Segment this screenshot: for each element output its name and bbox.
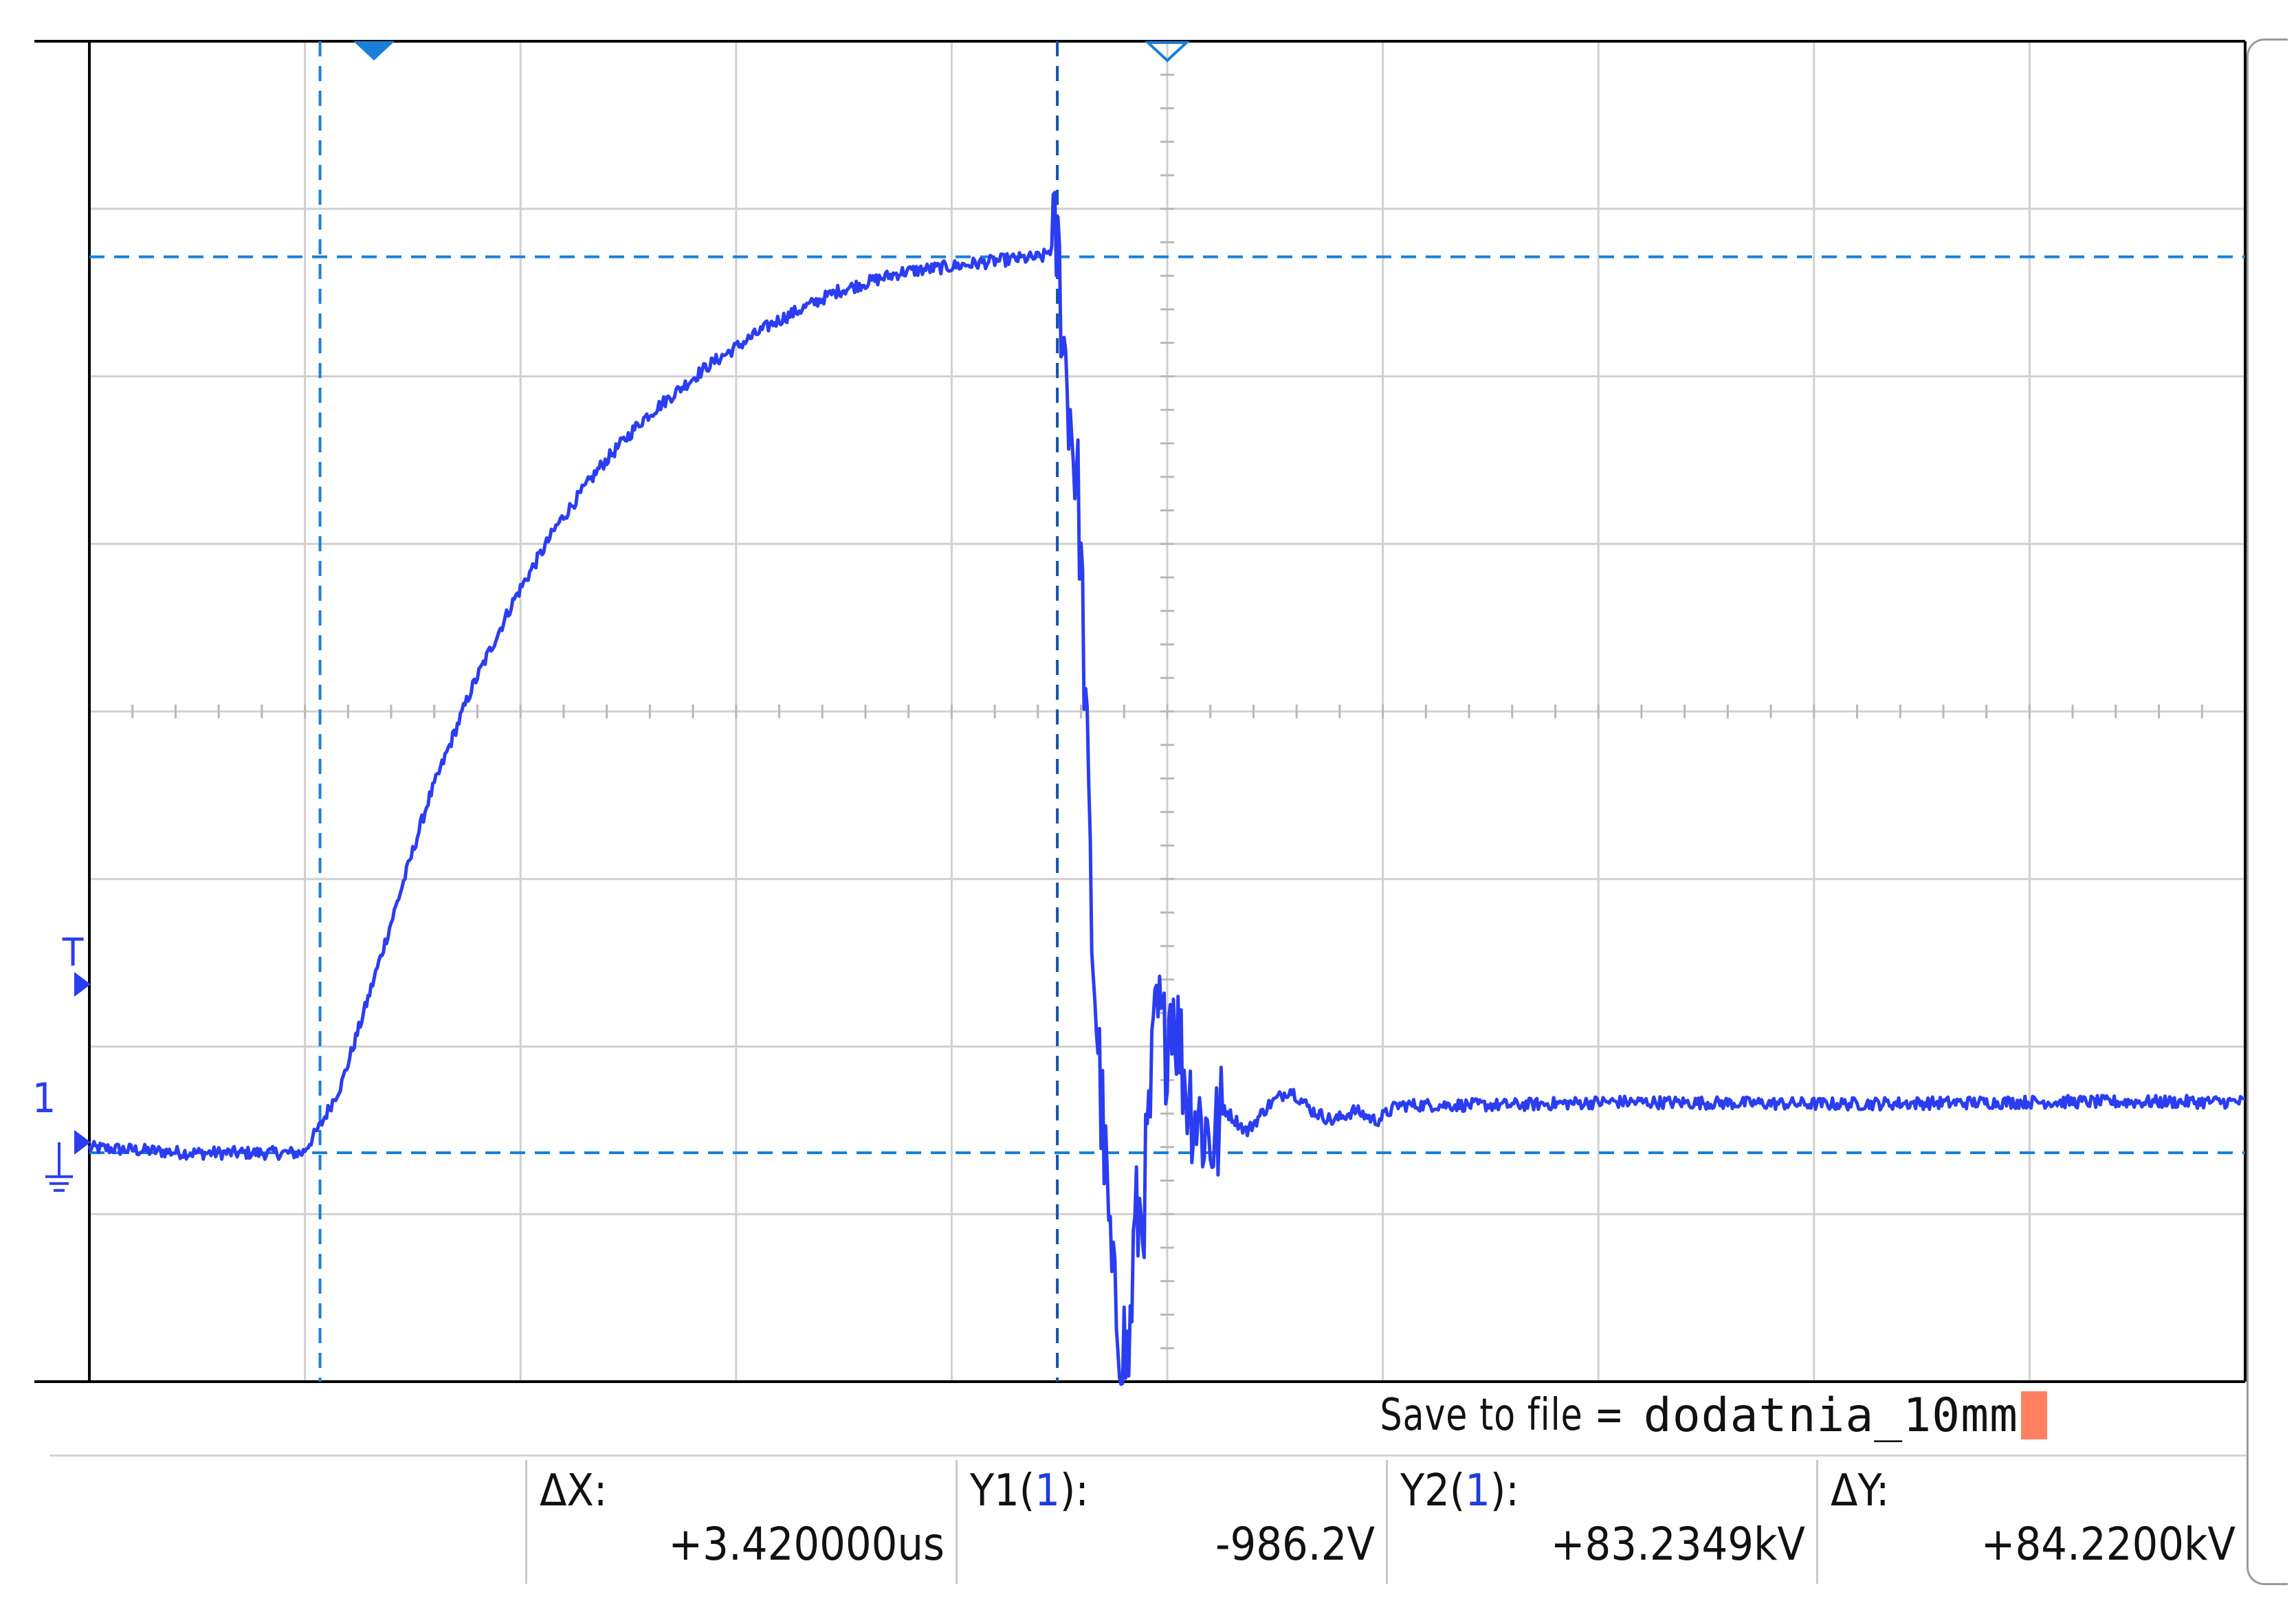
measurement-y2: Y2(1): +83.2349kV bbox=[1386, 1460, 1816, 1584]
measurement-y1: Y1(1): -986.2V bbox=[956, 1460, 1386, 1584]
waveform-trace bbox=[87, 190, 2246, 1386]
channel-markers[interactable]: T 1 bbox=[32, 931, 91, 1192]
measurement-label: ΔY: bbox=[1831, 1466, 1890, 1516]
measurement-label: Y2(1): bbox=[1400, 1466, 1519, 1516]
time-reference-marker-icon bbox=[1144, 41, 1191, 63]
measurement-cursors[interactable] bbox=[89, 41, 2245, 1382]
channel-1-ground-marker-icon bbox=[74, 1129, 91, 1155]
measurement-label: ΔX: bbox=[540, 1466, 608, 1516]
trigger-level-marker-icon bbox=[74, 972, 91, 997]
channel-1-ground-label: 1 bbox=[32, 1074, 56, 1123]
save-to-file-name-input[interactable]: dodatnia_10mm bbox=[1643, 1388, 2018, 1443]
measurement-label: Y1(1): bbox=[970, 1466, 1089, 1516]
measurement-value: +3.420000us bbox=[668, 1518, 945, 1571]
measurement-delta-y: ΔY: +84.2200kV bbox=[1816, 1460, 2247, 1584]
scope-right-panel-edge bbox=[2247, 38, 2288, 1585]
save-to-file-line[interactable]: Save to file = dodatnia_10mm bbox=[1347, 1387, 2047, 1444]
measurement-separator bbox=[49, 1455, 2247, 1457]
waveform-line bbox=[87, 190, 2246, 1386]
measurement-value: +84.2200kV bbox=[1980, 1518, 2236, 1571]
text-cursor-block bbox=[2021, 1391, 2047, 1439]
plot-frame bbox=[34, 40, 2247, 1383]
measurement-value: +83.2349kV bbox=[1550, 1518, 1805, 1571]
measurement-value: -986.2V bbox=[1215, 1518, 1375, 1571]
trigger-position-marker-icon bbox=[353, 41, 395, 60]
measurement-delta-x: ΔX: +3.420000us bbox=[525, 1460, 956, 1584]
trigger-level-label: T bbox=[62, 931, 84, 975]
save-to-file-label: Save to file = bbox=[1380, 1390, 1624, 1441]
